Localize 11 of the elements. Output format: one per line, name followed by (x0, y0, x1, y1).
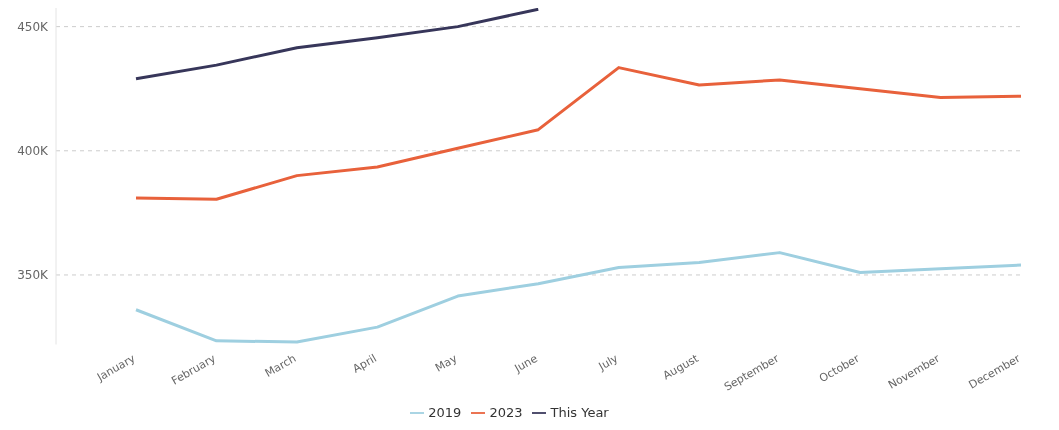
x-tick-label: July (595, 351, 621, 374)
y-tick-label: 350K (17, 268, 50, 283)
x-tick-label: May (433, 351, 460, 375)
legend-label: This Year (550, 404, 609, 420)
legend-label: 2023 (489, 404, 523, 420)
legend-label: 2019 (428, 404, 462, 420)
line-series (134, 251, 1023, 344)
y-tick-label: 450K (17, 19, 50, 34)
line-series (134, 8, 540, 81)
line-series (134, 66, 1023, 201)
y-tick-label: 400K (17, 144, 50, 159)
